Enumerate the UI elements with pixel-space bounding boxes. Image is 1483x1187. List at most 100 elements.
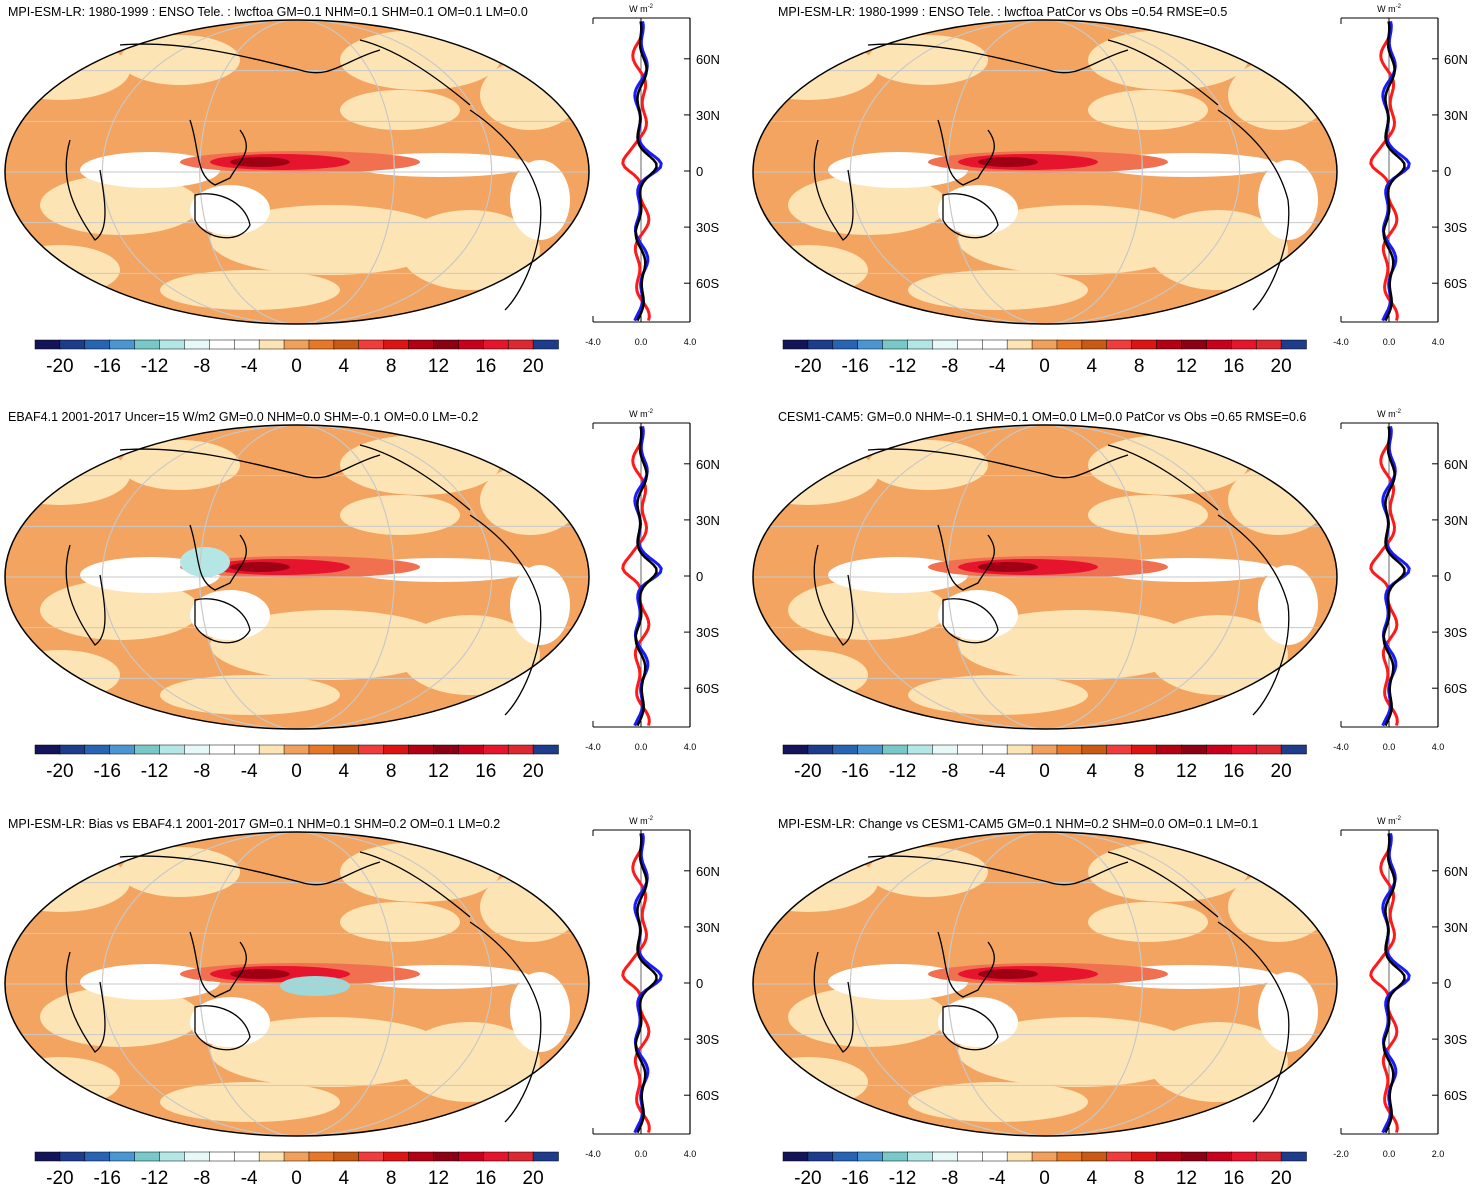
colorbar-swatch [233, 339, 260, 350]
unit-superscript: -2 [1396, 4, 1402, 10]
coastline [359, 444, 471, 511]
lat-label: 60S [696, 1088, 719, 1103]
lat-label: 30S [696, 1032, 719, 1047]
colorbar-swatch [258, 744, 285, 755]
colorbar-swatch [458, 744, 485, 755]
colorbar-swatch [1206, 744, 1233, 755]
tan-region [1088, 90, 1208, 130]
colorbar-swatch [333, 339, 360, 350]
lat-label: 0 [1444, 164, 1451, 179]
colorbar-swatch [1031, 744, 1058, 755]
x-tick-label: -4.0 [1333, 742, 1349, 752]
white-region [190, 590, 270, 640]
tan-region [1088, 435, 1248, 495]
zonal-mean-plot: W m-2 -4.0 0.0 4.0 60N 30N 0 30S 60S [585, 4, 720, 347]
colorbar-swatch [233, 1151, 260, 1162]
tan-region [400, 1022, 540, 1102]
lat-label: 60N [696, 457, 720, 472]
unit-label: W m-2 [1377, 4, 1401, 14]
coastline [813, 544, 854, 646]
lat-label: 60N [696, 52, 720, 67]
lat-label: 60N [1444, 52, 1468, 67]
colorbar-label: -20 [46, 1168, 73, 1187]
tan-region [340, 902, 460, 942]
x-tick-label: 0.0 [635, 337, 648, 347]
colorbar-swatch [258, 1151, 285, 1162]
colorbar-label: -4 [989, 761, 1006, 782]
colorbar-swatch [907, 339, 934, 350]
tan-region [120, 440, 240, 490]
colorbar-swatch [458, 1151, 485, 1162]
colorbar-label: -8 [941, 761, 958, 782]
colorbar-label: 16 [475, 1168, 496, 1187]
unit-text: W m [629, 4, 648, 14]
colorbar-label: 16 [475, 356, 496, 377]
x-tick-label: 0.0 [635, 1149, 648, 1159]
colorbar-swatch [333, 1151, 360, 1162]
colorbar-label: 0 [291, 1168, 302, 1187]
colorbar-swatch [408, 744, 435, 755]
colorbar-swatch [483, 1151, 509, 1162]
coastline [65, 951, 106, 1053]
map-field [753, 425, 1337, 729]
colorbar-swatch [209, 1151, 235, 1162]
colorbar-swatch [159, 1151, 186, 1162]
colorbar-swatch [1280, 744, 1307, 755]
colorbar-label: -12 [141, 1168, 168, 1187]
unit-superscript: -2 [1396, 816, 1402, 822]
coastline [1217, 921, 1290, 1123]
coastline [359, 39, 471, 106]
tan-region [1088, 30, 1248, 90]
lat-label: 30S [1444, 1032, 1467, 1047]
colorbar-swatch [1131, 1151, 1158, 1162]
x-tick-label: 4.0 [684, 337, 697, 347]
colorbar-swatch [832, 1151, 859, 1162]
tan-region [753, 1057, 868, 1107]
colorbar-swatch [1156, 1151, 1183, 1162]
lat-label: 30N [1444, 513, 1468, 528]
colorbar-swatch [1280, 1151, 1307, 1162]
coastline [194, 1005, 251, 1051]
colorbar-label: -20 [794, 1168, 821, 1187]
colorbar-swatch [832, 339, 859, 350]
colorbar-swatch [209, 744, 235, 755]
colorbar-label: 4 [1087, 356, 1098, 377]
colorbar-label: 0 [291, 761, 302, 782]
map-field [753, 832, 1337, 1136]
colorbar-swatch [907, 744, 934, 755]
colorbar-swatch [159, 339, 186, 350]
x-tick-label: 4.0 [684, 742, 697, 752]
colorbar-label: 0 [291, 356, 302, 377]
colorbar-label: -8 [193, 1168, 210, 1187]
colorbar-label: -8 [193, 356, 210, 377]
unit-label: W m-2 [629, 409, 653, 419]
colorbar-swatch [34, 744, 61, 755]
tan-region [788, 175, 948, 235]
lat-label: 0 [1444, 976, 1451, 991]
colorbar-swatch [109, 339, 136, 350]
colorbar-swatch [532, 744, 559, 755]
colorbar-label: -16 [93, 761, 120, 782]
coastline [813, 139, 854, 241]
x-tick-label: -4.0 [585, 742, 601, 752]
colorbar-swatch [1131, 744, 1158, 755]
panel-3: EBAF4.1 2001-2017 Uncer=15 W/m2 GM=0.0 N… [4, 409, 720, 782]
map-field-inner [5, 832, 589, 1136]
lat-label: 0 [696, 569, 703, 584]
tan-region [868, 440, 988, 490]
colorbar-swatch [134, 1151, 161, 1162]
tan-region [1088, 842, 1248, 902]
tan-region [908, 675, 1088, 715]
tan-region [753, 40, 878, 100]
coastline [469, 921, 542, 1123]
tan-region [340, 30, 500, 90]
colorbar-label: 8 [386, 761, 397, 782]
white-region [938, 185, 1018, 235]
zonal-mean-plot: W m-2 -4.0 0.0 4.0 60N 30N 0 30S 60S [1333, 4, 1468, 347]
lat-label: 30N [1444, 920, 1468, 935]
zonal-curve [1369, 21, 1399, 321]
colorbar-swatch [109, 1151, 136, 1162]
lat-label: 60N [696, 864, 720, 879]
coastline [189, 931, 247, 998]
lat-label: 0 [1444, 569, 1451, 584]
